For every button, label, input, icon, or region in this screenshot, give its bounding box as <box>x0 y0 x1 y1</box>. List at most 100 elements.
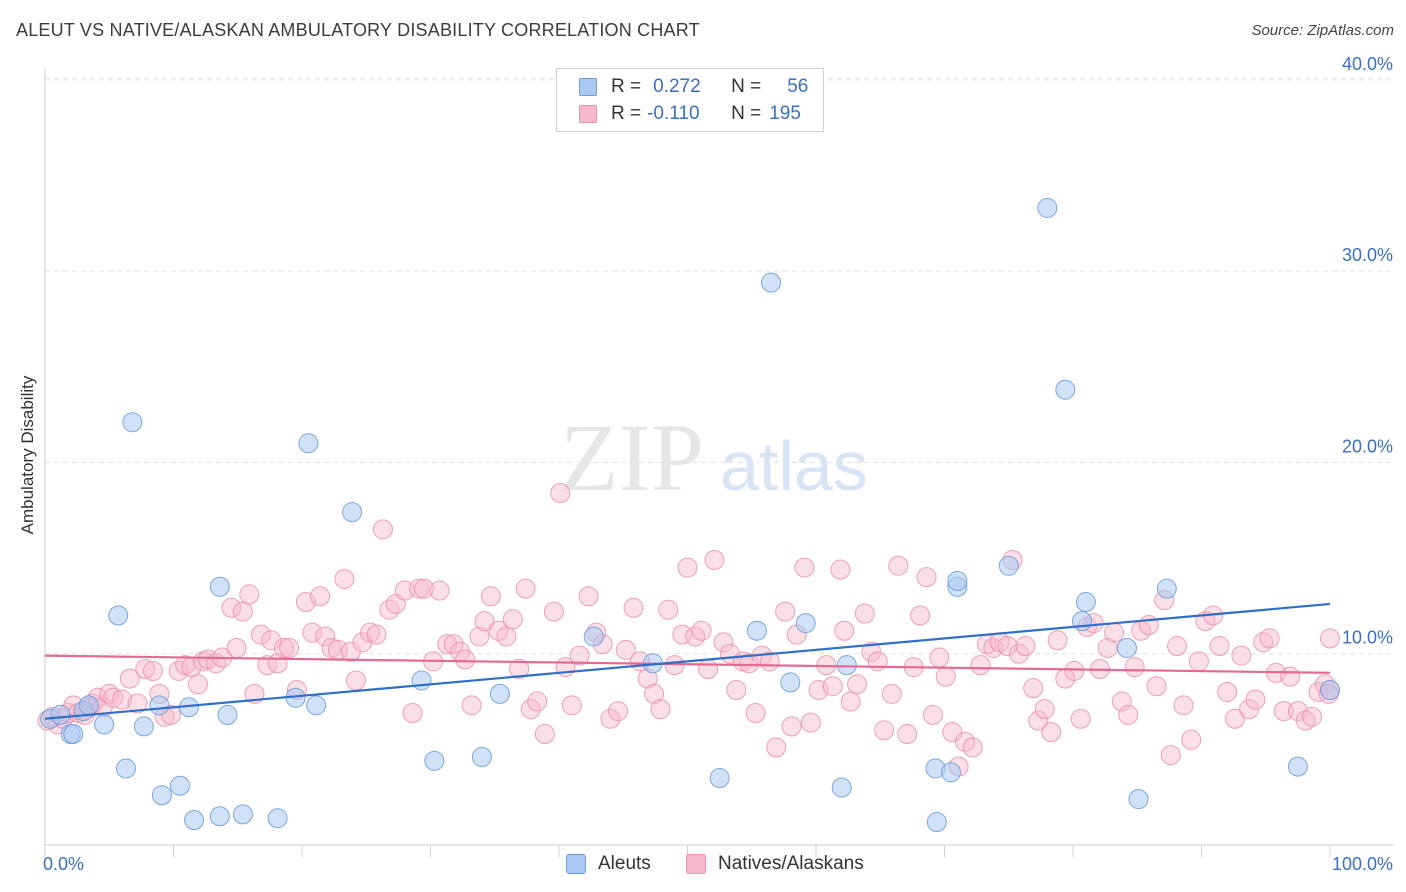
point-natives-alaskans <box>726 680 747 701</box>
point-natives-alaskans <box>1231 645 1252 666</box>
legend-n-label: N = <box>731 103 762 124</box>
point-aleuts <box>940 762 961 783</box>
point-natives-alaskans <box>1280 666 1301 687</box>
point-natives-alaskans <box>480 586 501 607</box>
bottom-legend-label-aleuts: Aleuts <box>598 853 651 874</box>
bottom-legend-aleuts: Aleuts <box>566 852 651 876</box>
point-natives-alaskans <box>623 597 644 618</box>
point-aleuts <box>1055 379 1076 400</box>
point-natives-alaskans <box>279 637 300 658</box>
x-tick-label: 0.0% <box>43 854 84 874</box>
bottom-legend-label-natives: Natives/Alaskans <box>718 853 864 874</box>
point-natives-alaskans <box>261 630 282 651</box>
point-natives-alaskans <box>962 737 983 758</box>
point-aleuts <box>133 716 154 737</box>
bottom-legend-natives: Natives/Alaskans <box>686 852 864 876</box>
point-natives-alaskans <box>135 659 156 680</box>
point-natives-alaskans <box>515 578 536 599</box>
point-natives-alaskans <box>232 601 253 622</box>
point-natives-alaskans <box>1224 708 1245 729</box>
legend-r-label: R = <box>611 76 642 97</box>
trend-lines <box>44 602 1331 720</box>
point-aleuts <box>306 695 327 716</box>
point-aleuts <box>94 714 115 735</box>
point-aleuts <box>50 704 71 725</box>
bottom-legend-swatch-natives <box>686 854 706 874</box>
y-tick-label: 40.0% <box>1342 54 1393 74</box>
legend-n-value-natives: 195 <box>769 103 801 124</box>
point-aleuts <box>998 555 1019 576</box>
point-aleuts <box>411 670 432 691</box>
point-natives-alaskans <box>847 674 868 695</box>
chart-title: ALEUT VS NATIVE/ALASKAN AMBULATORY DISAB… <box>16 20 700 40</box>
point-natives-alaskans <box>1302 706 1323 727</box>
point-natives-alaskans <box>414 578 435 599</box>
point-natives-alaskans <box>608 701 629 722</box>
point-natives-alaskans <box>99 683 120 704</box>
point-natives-alaskans <box>112 689 133 710</box>
point-aleuts <box>232 804 253 825</box>
legend-n-value-aleuts: 56 <box>787 76 809 97</box>
point-natives-alaskans <box>550 483 571 504</box>
tick-labels: 10.0% 20.0% 30.0% 40.0% 0.0% 100.0% <box>43 54 1393 874</box>
point-natives-alaskans <box>1015 636 1036 657</box>
y-tick-label: 30.0% <box>1342 245 1393 265</box>
point-natives-alaskans <box>854 603 875 624</box>
point-natives-alaskans <box>455 649 476 670</box>
point-natives-alaskans <box>1124 657 1145 678</box>
point-natives-alaskans <box>1181 729 1202 750</box>
point-natives-alaskans <box>1245 689 1266 710</box>
point-aleuts <box>1075 592 1096 613</box>
point-aleuts <box>108 605 129 626</box>
point-natives-alaskans <box>916 567 937 588</box>
point-natives-alaskans <box>1320 628 1340 649</box>
point-natives-alaskans <box>691 620 712 641</box>
point-natives-alaskans <box>910 605 931 626</box>
point-natives-alaskans <box>257 655 278 676</box>
legend-r-value-aleuts: 0.272 <box>653 76 701 97</box>
point-natives-alaskans <box>1173 695 1194 716</box>
point-natives-alaskans <box>672 624 693 645</box>
point-natives-alaskans <box>142 660 163 681</box>
legend-row-natives: R = -0.110 N = 195 <box>579 102 801 126</box>
point-natives-alaskans <box>274 637 295 658</box>
legend-r-value-natives: -0.110 <box>647 103 700 124</box>
point-aleuts <box>926 812 947 833</box>
point-natives-alaskans <box>685 626 706 647</box>
legend-swatch-natives <box>579 105 597 123</box>
point-natives-alaskans <box>1041 722 1062 743</box>
point-natives-alaskans <box>861 641 882 662</box>
point-natives-alaskans <box>1209 636 1230 657</box>
point-natives-alaskans <box>379 599 400 620</box>
legend-n-label: N = <box>731 76 762 97</box>
point-natives-alaskans <box>1295 710 1316 731</box>
point-aleuts <box>947 571 968 592</box>
point-natives-alaskans <box>569 645 590 666</box>
legend-swatch-aleuts <box>579 78 597 96</box>
legend-row-aleuts: R = 0.272 N = 56 <box>579 75 808 99</box>
point-natives-alaskans <box>168 660 189 681</box>
point-natives-alaskans <box>221 597 242 618</box>
point-natives-alaskans <box>1217 681 1238 702</box>
point-natives-alaskans <box>1259 628 1280 649</box>
watermark-atlas: atlas <box>720 427 868 505</box>
point-natives-alaskans <box>745 703 766 724</box>
point-natives-alaskans <box>543 601 564 622</box>
point-natives-alaskans <box>739 653 760 674</box>
point-natives-alaskans <box>437 634 458 655</box>
point-natives-alaskans <box>874 720 895 741</box>
point-aleuts <box>795 613 816 634</box>
point-natives-alaskans <box>250 624 271 645</box>
point-natives-alaskans <box>935 666 956 687</box>
point-aleuts <box>471 747 492 768</box>
point-aleuts <box>1071 611 1092 632</box>
point-natives-alaskans <box>922 704 943 725</box>
point-natives-alaskans <box>775 601 796 622</box>
point-natives-alaskans <box>1047 630 1068 651</box>
x-tick-label: 100.0% <box>1332 854 1393 874</box>
point-natives-alaskans <box>127 693 148 714</box>
point-natives-alaskans <box>402 703 423 724</box>
point-natives-alaskans <box>1167 636 1188 657</box>
point-natives-alaskans <box>644 683 665 704</box>
